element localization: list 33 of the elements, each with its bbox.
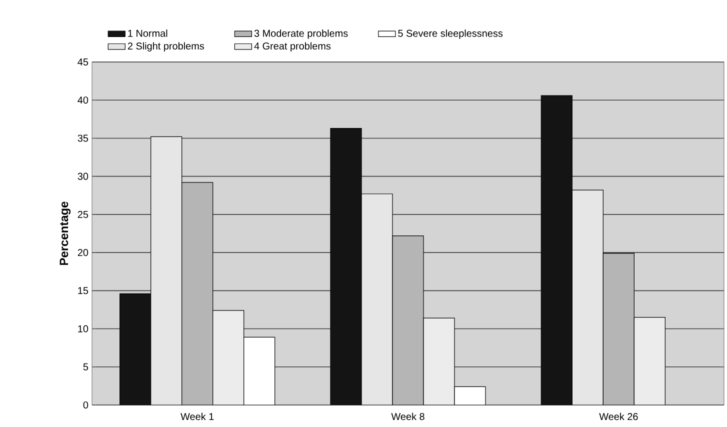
bar <box>423 318 455 405</box>
bar <box>540 95 572 405</box>
y-tick-label: 45 <box>78 58 88 66</box>
bar <box>244 336 276 405</box>
x-tick-label: Week 26 <box>599 412 638 420</box>
y-tick-label: 30 <box>78 172 88 180</box>
bar <box>361 194 393 405</box>
legend-label: 2 Slight problems <box>128 42 204 52</box>
bar <box>602 253 634 405</box>
y-tick-label: 25 <box>78 210 88 218</box>
x-tick-label: Week 1 <box>180 412 214 420</box>
y-tick-label: 5 <box>83 363 88 370</box>
legend-label: 1 Normal <box>128 30 168 37</box>
bar <box>330 128 362 405</box>
bar <box>212 310 244 405</box>
bar <box>182 182 214 405</box>
bar <box>150 136 182 405</box>
bar <box>572 190 604 405</box>
y-axis-title: Percentage <box>60 202 71 265</box>
legend-label: 3 Moderate problems <box>254 30 348 39</box>
legend-label: 4 Great problems <box>254 42 331 52</box>
y-tick-label: 35 <box>78 134 88 142</box>
bar <box>392 235 424 405</box>
bar <box>634 317 666 405</box>
y-tick-label: 40 <box>78 96 88 104</box>
bar <box>120 293 152 405</box>
y-tick-label: 10 <box>78 325 88 332</box>
legend-label: 5 Severe sleeplessness <box>398 30 503 39</box>
y-tick-label: 0 <box>83 401 88 409</box>
x-tick-label: Week 8 <box>391 412 424 420</box>
y-tick-label: 20 <box>78 249 88 256</box>
y-tick-label: 15 <box>78 287 88 294</box>
bar <box>454 386 486 405</box>
